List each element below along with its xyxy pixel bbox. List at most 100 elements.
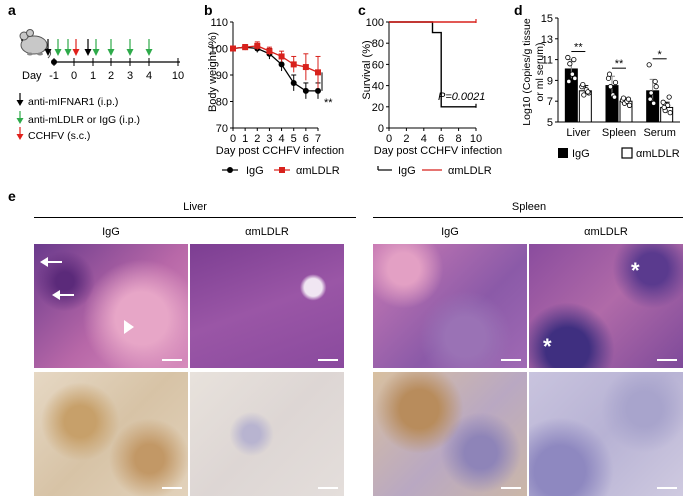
e-group-liver-line xyxy=(34,217,356,218)
d-point xyxy=(646,62,652,68)
d-point xyxy=(620,95,627,101)
b-series xyxy=(230,41,323,99)
panel-label-b: b xyxy=(204,2,213,18)
d-point xyxy=(666,94,672,100)
d-point xyxy=(572,75,578,81)
b-legend-amldlr: αmLDLR xyxy=(296,165,340,177)
e-col-label-spleen-amldlr: αmLDLR xyxy=(584,226,628,238)
d-bars: Liver ** Spleen ** Serum * xyxy=(564,42,676,139)
b-significance: ** xyxy=(324,97,333,109)
b-axes: 0 1 2 3 4 5 6 7 70 80 90 100 110 xyxy=(210,17,321,145)
red-arrow-icon xyxy=(16,127,24,140)
b-y-tick-label: 80 xyxy=(216,97,228,109)
panel-label-c: c xyxy=(358,2,366,18)
b-xlabel: Day post CCHFV infection xyxy=(216,145,344,157)
c-legend-amldlr: αmLDLR xyxy=(448,165,492,177)
d-axes: 5 7 9 11 13 15 xyxy=(541,13,680,129)
d-point xyxy=(652,78,658,85)
e-group-liver: Liver xyxy=(183,201,207,213)
d-signif-label: ** xyxy=(574,42,583,54)
panel-label-d: d xyxy=(514,2,523,18)
image-liver-igg-ihc xyxy=(34,372,188,496)
d-ylabel-line1: Log10 (Copies/g tissue xyxy=(521,18,533,126)
svg-text:0: 0 xyxy=(71,70,77,82)
d-point xyxy=(605,75,612,81)
b-point xyxy=(254,42,261,49)
spleen-igg-ihc-markers xyxy=(501,487,521,489)
b-point xyxy=(315,69,321,76)
d-point xyxy=(569,71,575,77)
legend-cchfv: CCHFV (s.c.) xyxy=(28,130,90,142)
c-x-tick-label: 4 xyxy=(421,133,427,145)
b-y-tick-label: 100 xyxy=(210,44,228,56)
d-point xyxy=(585,89,591,95)
image-liver-igg-he xyxy=(34,244,188,368)
b-point xyxy=(242,44,249,51)
d-point xyxy=(625,96,632,102)
c-y-tick-label: 80 xyxy=(372,38,384,50)
green-arrow-icon xyxy=(16,111,24,124)
d-point xyxy=(571,56,577,63)
c-y-tick-label: 20 xyxy=(372,102,384,114)
mouse-icon xyxy=(19,29,52,59)
svg-text:2: 2 xyxy=(108,70,114,82)
black-arrow-icon xyxy=(16,93,24,106)
d-point xyxy=(612,79,619,86)
liver-igg-ihc-markers xyxy=(162,487,182,489)
timeline-tick-labels: -1 0 1 2 3 4 10 xyxy=(49,70,184,82)
green-arrow-icon xyxy=(54,39,62,56)
d-point xyxy=(651,100,657,106)
e-col-label-liver-amldlr: αmLDLR xyxy=(245,226,289,238)
d-legend-amldlr: αmLDLR xyxy=(636,148,680,160)
d-point xyxy=(580,81,586,88)
c-x-tick-label: 2 xyxy=(403,133,409,145)
day-label: Day xyxy=(22,70,42,82)
liver-amldlr-he-markers xyxy=(318,359,338,361)
d-legend-swatch-amldlr xyxy=(621,147,633,159)
green-arrow-icon xyxy=(145,39,153,56)
d-y-tick-label: 13 xyxy=(541,34,553,46)
d-category-label: Liver xyxy=(566,127,590,139)
c-y-tick-label: 100 xyxy=(366,17,384,29)
d-point xyxy=(626,102,633,108)
d-point xyxy=(647,96,653,102)
c-x-tick-label: 10 xyxy=(470,133,482,145)
d-legend: IgG αmLDLR xyxy=(558,147,680,160)
c-y-tick-label: 0 xyxy=(378,123,384,135)
b-x-tick-label: 5 xyxy=(291,133,297,145)
image-liver-amldlr-ihc xyxy=(190,372,344,496)
schedule-legend: anti-mIFNAR1 (i.p.) anti-mLDLR or IgG (i… xyxy=(16,93,140,142)
d-category-label: Spleen xyxy=(602,127,636,139)
b-legend: IgG αmLDLR xyxy=(222,165,340,177)
spleen-amldlr-he-markers: * * xyxy=(543,258,677,361)
d-point xyxy=(567,61,573,67)
b-point xyxy=(290,61,297,68)
panel-label-a: a xyxy=(8,2,16,18)
b-point xyxy=(302,64,309,71)
d-point xyxy=(661,104,667,111)
d-ylabel-line2: or ml serum) xyxy=(534,43,546,102)
arrow-icon xyxy=(40,257,62,267)
arrowhead-icon xyxy=(124,320,134,334)
e-col-label-liver-igg: IgG xyxy=(102,226,120,238)
d-category-label: Serum xyxy=(643,127,675,139)
red-arrow-icon xyxy=(72,39,80,56)
d-point xyxy=(653,84,659,90)
d-legend-swatch-igg xyxy=(558,148,568,158)
c-pvalue-text: P=0.0021 xyxy=(438,91,485,103)
chart-viral-load: Log10 (Copies/g tissue or ml serum) 5 7 9 1… xyxy=(521,13,680,160)
d-point xyxy=(667,110,673,116)
b-point xyxy=(230,45,236,52)
b-x-tick-label: 2 xyxy=(254,133,260,145)
b-x-tick-label: 7 xyxy=(315,133,321,145)
svg-text:3: 3 xyxy=(127,70,133,82)
asterisk-icon: * xyxy=(543,334,552,359)
b-legend-marker-amldlr xyxy=(279,167,285,173)
injection-arrows xyxy=(44,39,153,56)
b-point xyxy=(290,79,297,86)
c-x-tick-label: 6 xyxy=(438,133,444,145)
c-ylabel: Survival (%) xyxy=(361,40,373,99)
d-y-tick-label: 5 xyxy=(547,117,553,129)
